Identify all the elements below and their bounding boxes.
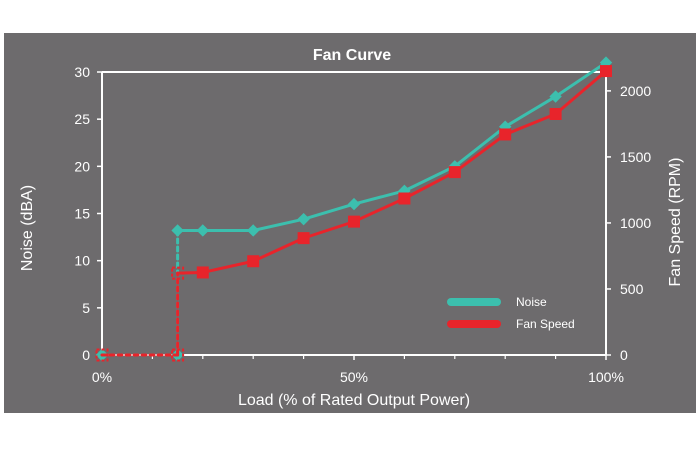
x-tick-label: 0%: [92, 369, 112, 385]
series-fan-speed-point: [95, 348, 109, 362]
series-fan-speed-point: [448, 166, 461, 179]
y-left-axis-title: Noise (dBA): [19, 185, 36, 271]
legend-label-noise: Noise: [516, 295, 547, 309]
series-noise-point: [246, 224, 260, 237]
series-fan-speed: [95, 65, 612, 362]
series-fan-speed-segment: [503, 112, 558, 136]
series-noise-segment: [251, 217, 306, 232]
series-fan-speed-point: [196, 266, 209, 279]
y-left-tick-label: 30: [74, 64, 90, 80]
y-left-tick-label: 5: [82, 300, 90, 316]
series-fan-speed-segment: [251, 236, 306, 263]
series-noise-point: [549, 90, 562, 103]
series-fan-speed-point: [247, 255, 260, 268]
series-noise-segment: [352, 189, 406, 206]
series-noise-segment: [554, 61, 608, 99]
y-right-tick-label: 0: [620, 347, 628, 363]
series-fan-speed-segment: [201, 259, 255, 274]
x-axis-title: Load (% of Rated Output Power): [238, 392, 470, 409]
series-fan-speed-segment: [453, 132, 507, 174]
series-fan-speed-point: [171, 348, 185, 362]
series-fan-speed-segment: [554, 69, 608, 116]
series-noise-segment: [503, 95, 558, 129]
series-fan-speed-segment: [352, 197, 406, 224]
series-noise-segment: [402, 164, 457, 193]
x-tick-label: 100%: [588, 369, 624, 385]
series-noise-point: [347, 197, 361, 211]
chart-title: Fan Curve: [313, 47, 391, 64]
x-tick-label: 50%: [340, 369, 368, 385]
series-fan-speed-point: [398, 192, 411, 205]
series-layer: [95, 56, 613, 362]
series-noise-segment: [453, 125, 507, 168]
series-fan-speed-point: [499, 128, 512, 141]
legend-label-fan-speed: Fan Speed: [516, 317, 575, 331]
series-noise-point: [171, 224, 184, 237]
y-right-tick-label: 1500: [620, 149, 651, 165]
series-noise-point: [196, 224, 210, 237]
y-left-tick-label: 10: [74, 253, 90, 269]
series-fan-speed-segment: [402, 170, 457, 201]
series-fan-speed-point: [171, 266, 185, 280]
series-fan-speed-point: [600, 65, 612, 78]
series-fan-speed-segment: [302, 220, 356, 240]
series-fan-speed-point: [297, 232, 310, 245]
series-fan-speed-point: [549, 107, 562, 120]
y-right-tick-label: 500: [620, 281, 644, 297]
y-left-tick-label: 0: [82, 347, 90, 363]
y-right-axis-title: Fan Speed (RPM): [667, 158, 684, 287]
series-noise-segment: [302, 202, 356, 221]
y-right-tick-label: 1000: [620, 215, 651, 231]
y-left-tick-label: 15: [74, 206, 90, 222]
y-right-ticks: 0 500 1000 1500 2000: [606, 83, 651, 363]
y-right-tick-label: 2000: [620, 83, 651, 99]
x-ticks: 0% 50% 100%: [92, 355, 624, 385]
y-left-tick-label: 20: [74, 158, 90, 174]
series-fan-speed-point: [348, 215, 360, 228]
legend: Noise Fan Speed: [447, 295, 575, 331]
series-noise-point: [297, 212, 310, 226]
y-left-ticks: 0 5 10 15 20 25 30: [74, 64, 102, 363]
y-left-tick-label: 25: [74, 111, 90, 127]
